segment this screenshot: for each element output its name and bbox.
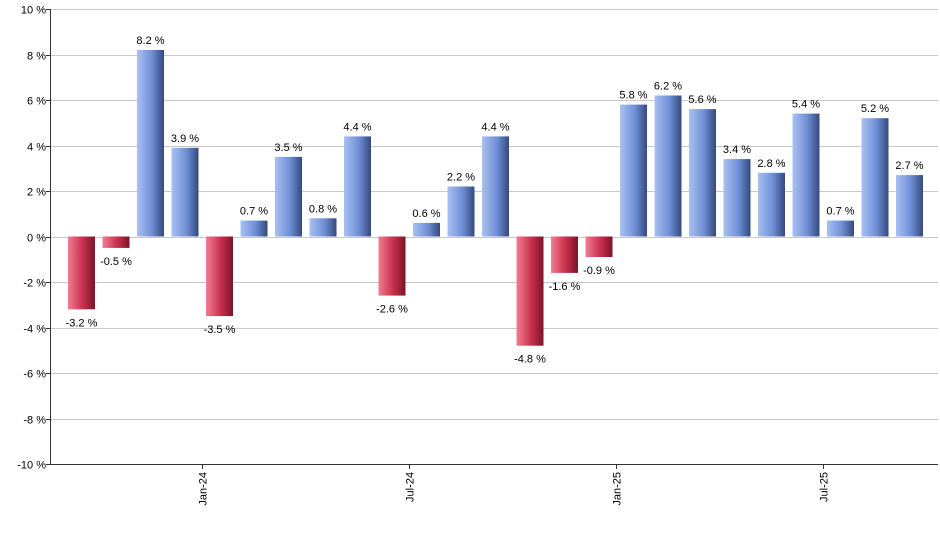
bar: [378, 236, 406, 296]
data-label: 6.2 %: [654, 81, 682, 93]
y-tick-label: -10 %: [17, 460, 46, 472]
bar: [137, 50, 164, 237]
x-tick-label: Jan-25: [612, 472, 624, 506]
data-label: -2.6 %: [376, 304, 408, 316]
bar: [585, 236, 613, 257]
y-tick-label: 8 %: [27, 51, 46, 63]
y-tick-label: 6 %: [27, 96, 46, 108]
y-tick-label: -2 %: [23, 278, 46, 290]
data-label: 5.4 %: [792, 99, 820, 111]
data-label: 2.8 %: [757, 158, 785, 170]
y-tick-label: -8 %: [23, 415, 46, 427]
data-label: 2.7 %: [895, 160, 923, 172]
bar: [171, 147, 199, 237]
bar: [413, 222, 440, 237]
bar: [482, 136, 509, 237]
y-tick-label: 10 %: [21, 5, 46, 17]
grid-lines: [50, 9, 938, 465]
data-label: -3.5 %: [204, 324, 236, 336]
bar: [689, 109, 716, 237]
y-tick-label: 0 %: [27, 233, 46, 245]
data-label: 3.4 %: [723, 144, 751, 156]
bar: [620, 104, 647, 237]
bars: [68, 50, 923, 346]
data-label: 2.2 %: [447, 172, 475, 184]
bar: [827, 220, 854, 237]
axes: -10 % -8 % -6 % -4 % -2 % 0 % 2 % 4 % 6 % 8 % 10 %…: [17, 5, 938, 506]
data-label: 5.2 %: [861, 103, 889, 115]
data-label: 5.8 %: [619, 90, 647, 102]
bar: [206, 236, 233, 317]
data-label: 3.5 %: [274, 142, 302, 154]
data-label: -0.5 %: [100, 256, 132, 268]
data-label: -4.8 %: [514, 354, 546, 366]
bar: [516, 236, 544, 346]
bar: [447, 186, 475, 237]
data-label: 0.7 %: [240, 206, 268, 218]
bar: [792, 113, 820, 237]
y-tick-label: -6 %: [23, 369, 46, 381]
data-label: 3.9 %: [171, 133, 199, 145]
data-label: -3.2 %: [66, 317, 98, 329]
x-tick-label: Jul-25: [819, 472, 831, 502]
data-label: 4.4 %: [343, 121, 371, 133]
data-label: 4.4 %: [481, 121, 509, 133]
data-label: 0.6 %: [412, 208, 440, 220]
data-label: 0.7 %: [826, 206, 854, 218]
bar: [102, 236, 130, 248]
bar: [551, 236, 578, 273]
bar: [275, 156, 302, 237]
data-label: -1.6 %: [549, 281, 581, 293]
data-label: 5.6 %: [688, 94, 716, 106]
data-label: 0.8 %: [309, 203, 337, 215]
bar: [309, 218, 337, 237]
bar: [344, 136, 371, 237]
bar: [758, 172, 785, 237]
y-tick-label: -4 %: [23, 324, 46, 336]
bar: [654, 95, 682, 237]
y-tick-label: 2 %: [27, 187, 46, 199]
bar: [68, 236, 95, 310]
y-tick-label: 4 %: [27, 142, 46, 154]
data-label: 8.2 %: [136, 35, 164, 47]
x-tick-label: Jan-24: [198, 472, 210, 506]
bar: [861, 118, 889, 237]
value-labels: -3.2 % -0.5 % 8.2 % 3.9 % -3.5 % 0.7 % 3.5 % 0.…: [66, 35, 924, 366]
data-label: -0.9 %: [583, 265, 615, 277]
bar: [240, 220, 268, 237]
bar: [723, 159, 751, 237]
x-tick-label: Jul-24: [405, 472, 417, 502]
bar: [896, 175, 923, 237]
